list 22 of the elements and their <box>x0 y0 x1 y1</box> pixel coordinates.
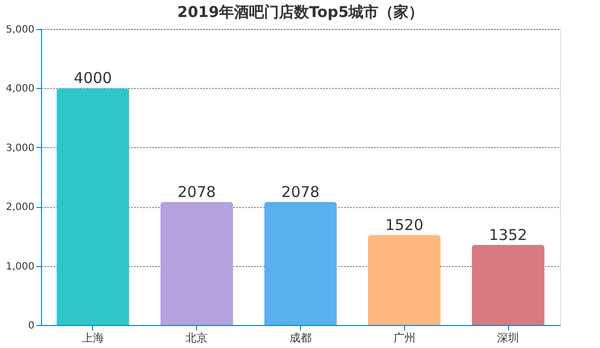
x-tick-label: 成都 <box>290 332 312 344</box>
bar <box>56 88 130 325</box>
y-tick-label: 3,000 <box>6 142 34 154</box>
chart-title: 2019年酒吧门店数Top5城市（家） <box>177 3 424 21</box>
y-tick-label: 0 <box>28 320 34 332</box>
data-label: 1520 <box>385 216 424 234</box>
data-label: 2078 <box>281 182 320 201</box>
data-label: 2078 <box>178 182 216 201</box>
bar <box>368 235 441 325</box>
x-tick-label: 上海 <box>82 332 104 344</box>
y-tick-label: 2,000 <box>6 202 34 214</box>
y-tick-label: 1,000 <box>6 261 34 272</box>
data-label: 1352 <box>489 226 528 244</box>
bar <box>160 202 234 325</box>
y-tick-label: 4,000 <box>6 84 34 95</box>
bar <box>472 244 544 325</box>
data-label: 4000 <box>74 69 112 88</box>
x-tick-label: 广州 <box>393 332 416 344</box>
bar <box>264 202 337 325</box>
y-tick-label: 5,000 <box>6 24 34 36</box>
x-tick-label: 深圳 <box>497 332 520 344</box>
x-tick-label: 北京 <box>186 332 208 344</box>
